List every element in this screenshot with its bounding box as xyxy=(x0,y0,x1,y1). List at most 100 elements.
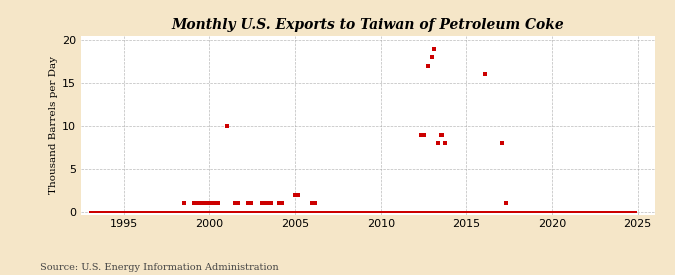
Point xyxy=(478,210,489,214)
Point xyxy=(618,210,628,214)
Point xyxy=(297,210,308,214)
Point xyxy=(210,210,221,214)
Point xyxy=(394,210,405,214)
Point xyxy=(148,210,159,214)
Point xyxy=(213,210,223,214)
Point xyxy=(305,210,316,214)
Point xyxy=(101,210,112,214)
Point xyxy=(225,210,236,214)
Point xyxy=(433,210,443,214)
Point xyxy=(423,210,433,214)
Point xyxy=(622,210,633,214)
Point xyxy=(150,210,161,214)
Point xyxy=(497,210,508,214)
Point xyxy=(292,192,303,197)
Point xyxy=(397,210,408,214)
Point xyxy=(579,210,590,214)
Point xyxy=(168,210,179,214)
Point xyxy=(526,210,537,214)
Point xyxy=(236,210,246,214)
Point xyxy=(545,210,556,214)
Point xyxy=(599,210,610,214)
Point xyxy=(170,210,181,214)
Point xyxy=(204,201,215,205)
Point xyxy=(96,210,107,214)
Point xyxy=(194,201,205,205)
Point xyxy=(238,210,249,214)
Point xyxy=(311,210,322,214)
Point xyxy=(485,210,496,214)
Point xyxy=(228,210,239,214)
Point xyxy=(257,210,268,214)
Point xyxy=(471,210,482,214)
Point xyxy=(466,210,477,214)
Point xyxy=(547,210,558,214)
Point xyxy=(260,201,271,205)
Point xyxy=(105,210,116,214)
Point xyxy=(581,210,592,214)
Point xyxy=(192,210,203,214)
Point xyxy=(465,210,476,214)
Point xyxy=(283,210,294,214)
Point xyxy=(407,210,418,214)
Point xyxy=(176,210,186,214)
Point xyxy=(217,210,227,214)
Point xyxy=(427,210,437,214)
Point xyxy=(439,210,450,214)
Point xyxy=(240,210,250,214)
Point xyxy=(495,210,506,214)
Point xyxy=(137,210,148,214)
Point xyxy=(157,210,168,214)
Point xyxy=(433,141,443,145)
Point xyxy=(88,210,99,214)
Point xyxy=(500,210,510,214)
Point xyxy=(181,210,192,214)
Point xyxy=(100,210,111,214)
Point xyxy=(255,210,266,214)
Point xyxy=(592,210,603,214)
Point xyxy=(607,210,618,214)
Point xyxy=(146,210,157,214)
Point xyxy=(442,210,453,214)
Point xyxy=(115,210,126,214)
Point xyxy=(191,210,202,214)
Point xyxy=(107,210,118,214)
Point xyxy=(335,210,346,214)
Point xyxy=(215,210,226,214)
Point xyxy=(470,210,481,214)
Point xyxy=(447,210,458,214)
Point xyxy=(233,210,244,214)
Point xyxy=(90,210,101,214)
Point xyxy=(348,210,359,214)
Point xyxy=(515,210,526,214)
Point xyxy=(350,210,360,214)
Point xyxy=(246,201,256,205)
Point xyxy=(491,210,502,214)
Point xyxy=(268,210,279,214)
Point xyxy=(300,210,310,214)
Point xyxy=(522,210,533,214)
Point xyxy=(209,210,219,214)
Point xyxy=(584,210,595,214)
Point xyxy=(334,210,345,214)
Point xyxy=(163,210,173,214)
Point xyxy=(514,210,524,214)
Point xyxy=(354,210,364,214)
Point xyxy=(378,210,389,214)
Point xyxy=(537,210,547,214)
Point xyxy=(520,210,531,214)
Point xyxy=(529,210,540,214)
Point xyxy=(223,210,234,214)
Point xyxy=(302,210,313,214)
Point xyxy=(552,210,563,214)
Point xyxy=(418,132,429,137)
Point xyxy=(171,210,182,214)
Point xyxy=(538,210,549,214)
Point xyxy=(187,210,198,214)
Point xyxy=(479,210,490,214)
Point xyxy=(264,210,275,214)
Point xyxy=(603,210,614,214)
Point xyxy=(196,210,207,214)
Point xyxy=(391,210,402,214)
Point xyxy=(479,72,490,77)
